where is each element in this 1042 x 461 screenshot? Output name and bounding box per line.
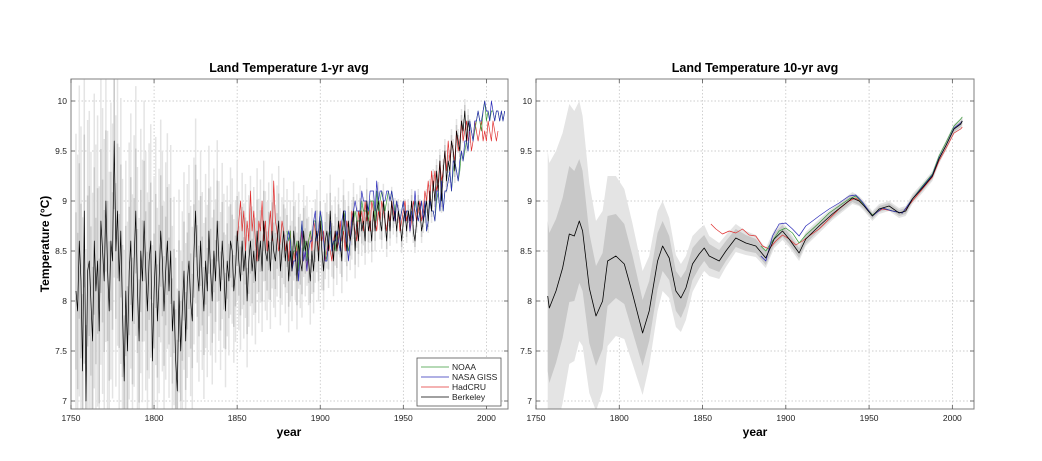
x-tick-label: 1850 [228, 413, 247, 423]
legend-entry-noaa: NOAA [421, 362, 476, 372]
x-tick-label: 2000 [477, 413, 496, 423]
y-tick-label: 9 [527, 196, 532, 206]
y-tick-label: 8 [62, 296, 67, 306]
x-axis: 1750 1800 1850 1900 1950 2000 [62, 79, 496, 423]
legend-entry-nasa-giss: NASA GISS [421, 372, 498, 382]
legend-entry-berkeley: Berkeley [421, 392, 486, 402]
series-noaa [760, 116, 963, 252]
legend-label: HadCRU [452, 382, 486, 392]
y-tick-label: 8.5 [520, 246, 532, 256]
uncertainty-inner [547, 118, 963, 383]
x-axis: 1750 1800 1850 1900 1950 2000 [527, 79, 962, 423]
y-tick-label: 7.5 [55, 346, 67, 356]
y-axis: 7 7.5 8 8.5 9 9.5 10 [55, 96, 508, 406]
uncertainty-inner [75, 212, 77, 370]
x-tick-label: 1950 [394, 413, 413, 423]
y-tick-label: 9 [62, 196, 67, 206]
plot-area [536, 79, 974, 409]
axes-frame [535, 78, 975, 410]
x-tick-label: 1800 [610, 413, 629, 423]
y-tick-label: 8 [527, 296, 532, 306]
series-hadcru [710, 126, 963, 250]
chart-title: Land Temperature 1-yr avg [209, 61, 369, 75]
plot-area [71, 79, 508, 409]
y-tick-label: 7 [527, 396, 532, 406]
x-tick-label: 1800 [145, 413, 164, 423]
x-tick-label: 1750 [62, 413, 81, 423]
axes-frame [70, 78, 509, 410]
y-tick-label: 7 [62, 396, 67, 406]
series-nasa-giss [286, 100, 506, 282]
x-tick-label: 2000 [943, 413, 962, 423]
y-tick-label: 9.5 [520, 146, 532, 156]
x-tick-label: 1750 [527, 413, 546, 423]
uncertainty-outer [547, 101, 963, 409]
x-axis-label: year [277, 425, 302, 439]
y-tick-label: 7.5 [520, 346, 532, 356]
chart-title: Land Temperature 10-yr avg [672, 61, 839, 75]
x-tick-label: 1850 [693, 413, 712, 423]
y-axis: 7 7.5 8 8.5 9 9.5 10 [520, 96, 974, 406]
y-tick-label: 10 [523, 96, 533, 106]
x-tick-label: 1950 [860, 413, 879, 423]
y-tick-label: 8.5 [55, 246, 67, 256]
x-tick-label: 1900 [311, 413, 330, 423]
legend-entry-hadcru: HadCRU [421, 382, 486, 392]
uncertainty-inner [123, 315, 125, 409]
legend: NOAA NASA GISS HadCRU Berkeley [416, 357, 502, 407]
x-tick-label: 1900 [776, 413, 795, 423]
legend-label: NOAA [452, 362, 476, 372]
chart-10yr-avg: Land Temperature 10-yr avg 1750 1800 1850 1… [520, 61, 975, 439]
series-berkeley [75, 110, 471, 402]
x-axis-label: year [743, 425, 768, 439]
legend-label: NASA GISS [452, 372, 498, 382]
legend-label: Berkeley [452, 392, 486, 402]
y-axis-label: Temperature (°C) [38, 196, 52, 293]
chart-1yr-avg: Land Temperature 1-yr avg 1750 1800 1850 19… [38, 61, 509, 439]
legend-box [416, 357, 502, 407]
y-tick-label: 9.5 [55, 146, 67, 156]
series-berkeley [547, 120, 963, 334]
y-tick-label: 10 [58, 96, 68, 106]
